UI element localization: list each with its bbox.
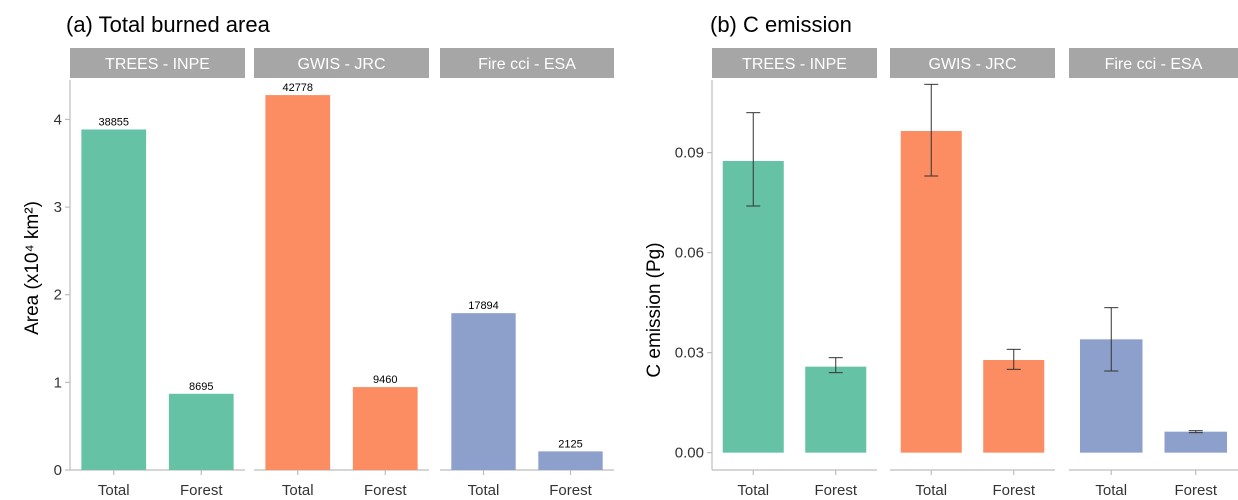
facet-strip-label: Fire cci - ESA: [478, 56, 576, 73]
y-tick-label: 2: [54, 287, 62, 304]
x-tick-label: Total: [1095, 482, 1127, 499]
x-tick-label: Forest: [814, 482, 857, 499]
facet-strip: [890, 48, 1055, 78]
facet-strip: [1069, 48, 1238, 78]
bar: [265, 95, 331, 471]
y-tick-label: 0.00: [675, 445, 704, 462]
bar-data-label: 38855: [98, 116, 129, 128]
bar-data-label: 42778: [282, 82, 313, 94]
error-bar: [924, 83, 939, 177]
facet-strip-label: GWIS - JRC: [298, 56, 386, 73]
x-tick-label: Forest: [549, 482, 592, 499]
panel-a-data-labels: 38855 8695 42778 9460 17894 2125: [98, 82, 582, 450]
bar: [451, 313, 516, 470]
bar: [81, 129, 147, 471]
panel-a: (a) Total burned area Area (x10⁴ km²) TR…: [22, 12, 614, 499]
panel-b: (b) C emission C emission (Pg) TREES - I…: [644, 12, 1238, 499]
x-tick-label: Forest: [1174, 482, 1217, 499]
y-tick-label: 3: [54, 199, 62, 216]
panel-b-bars: [722, 131, 1228, 453]
bar-data-label: 9460: [373, 374, 397, 386]
facet-strip: [70, 48, 245, 78]
y-tick-label: 0.03: [675, 345, 704, 362]
x-tick-label: Total: [282, 482, 314, 499]
bar-data-label: 2125: [558, 438, 582, 450]
bar: [1164, 431, 1228, 453]
y-tick-label: 1: [54, 374, 62, 391]
x-tick-label: Forest: [364, 482, 407, 499]
bar: [168, 393, 234, 470]
bar-data-label: 8695: [189, 381, 213, 393]
error-bar: [1188, 430, 1203, 434]
error-bar: [828, 357, 843, 374]
bar: [722, 161, 784, 453]
bar: [900, 131, 962, 453]
y-tick-label: 4: [54, 111, 62, 128]
panel-b-strips: TREES - INPE GWIS - JRC Fire cci - ESA: [712, 48, 1238, 78]
bar-data-label: 17894: [468, 300, 499, 312]
x-tick-label: Forest: [992, 482, 1035, 499]
panel-a-title: (a) Total burned area: [66, 12, 271, 37]
facet-strip: [440, 48, 614, 78]
facet-strip: [712, 48, 877, 78]
x-tick-label: Forest: [180, 482, 223, 499]
y-tick-label: 0: [54, 462, 62, 479]
x-tick-label: Total: [737, 482, 769, 499]
bar: [983, 360, 1045, 453]
error-bar: [1104, 307, 1119, 372]
facet-strip-label: TREES - INPE: [742, 56, 847, 73]
facet-strip-label: GWIS - JRC: [929, 56, 1017, 73]
panel-a-ylabel: Area (x10⁴ km²): [22, 201, 43, 335]
panel-a-strips: TREES - INPE GWIS - JRC Fire cci - ESA: [70, 48, 614, 78]
facet-strip: [254, 48, 429, 78]
x-tick-label: Total: [98, 482, 130, 499]
y-tick-label: 0.06: [675, 245, 704, 262]
x-tick-label: Total: [468, 482, 500, 499]
y-tick-label: 0.09: [675, 145, 704, 162]
x-tick-label: Total: [915, 482, 947, 499]
facet-strip-label: TREES - INPE: [105, 56, 210, 73]
error-bar: [1006, 348, 1021, 370]
facet-strip-label: Fire cci - ESA: [1105, 56, 1203, 73]
bar: [538, 451, 603, 470]
error-bar: [746, 112, 761, 207]
bar: [805, 366, 867, 453]
panel-b-ylabel: C emission (Pg): [644, 242, 665, 377]
panel-b-axes: 0.00 0.03 0.06 0.09 Total Forest Total Forest To…: [675, 80, 1238, 499]
bar: [352, 387, 418, 470]
panel-a-bars: [81, 95, 603, 471]
panel-b-error-bars: [746, 83, 1203, 434]
panel-b-title: (b) C emission: [710, 12, 852, 37]
